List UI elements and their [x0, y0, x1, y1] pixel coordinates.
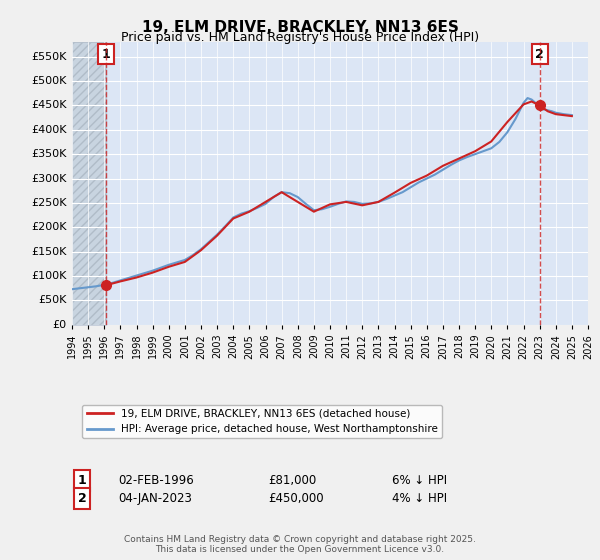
Text: 02-FEB-1996: 02-FEB-1996	[118, 474, 194, 487]
Text: £300K: £300K	[31, 174, 67, 184]
Text: Price paid vs. HM Land Registry's House Price Index (HPI): Price paid vs. HM Land Registry's House …	[121, 31, 479, 44]
Text: 2: 2	[535, 48, 544, 60]
Text: £200K: £200K	[31, 222, 67, 232]
Text: 19, ELM DRIVE, BRACKLEY, NN13 6ES: 19, ELM DRIVE, BRACKLEY, NN13 6ES	[142, 20, 458, 35]
Text: £0: £0	[53, 320, 67, 330]
Text: £81,000: £81,000	[268, 474, 316, 487]
Text: 1: 1	[101, 48, 110, 60]
Text: £550K: £550K	[31, 52, 67, 62]
Text: £250K: £250K	[31, 198, 67, 208]
Text: £150K: £150K	[31, 246, 67, 256]
Text: £450K: £450K	[31, 100, 67, 110]
Text: £400K: £400K	[31, 125, 67, 135]
Text: £450,000: £450,000	[268, 492, 324, 505]
Text: £500K: £500K	[31, 76, 67, 86]
Text: £100K: £100K	[31, 271, 67, 281]
Text: £350K: £350K	[31, 149, 67, 159]
Text: 4% ↓ HPI: 4% ↓ HPI	[392, 492, 447, 505]
Text: Contains HM Land Registry data © Crown copyright and database right 2025.
This d: Contains HM Land Registry data © Crown c…	[124, 535, 476, 554]
Legend: 19, ELM DRIVE, BRACKLEY, NN13 6ES (detached house), HPI: Average price, detached: 19, ELM DRIVE, BRACKLEY, NN13 6ES (detac…	[82, 405, 442, 438]
Text: £50K: £50K	[38, 296, 67, 305]
Text: 04-JAN-2023: 04-JAN-2023	[118, 492, 193, 505]
Text: 1: 1	[78, 474, 86, 487]
Text: 6% ↓ HPI: 6% ↓ HPI	[392, 474, 447, 487]
Text: 2: 2	[78, 492, 86, 505]
